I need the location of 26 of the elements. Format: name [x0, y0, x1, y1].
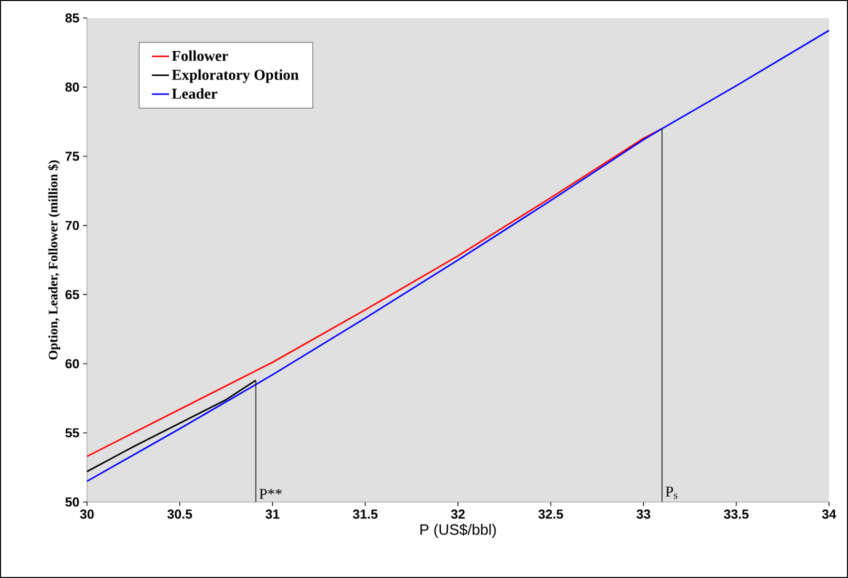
y-tick-label: 50 [65, 497, 79, 507]
x-tick-label: 31 [266, 510, 280, 519]
y-tick-label: 85 [65, 13, 80, 23]
x-tick-label: 32.5 [538, 510, 564, 519]
line-series [86, 30, 830, 482]
y-tick-label: 80 [65, 82, 79, 92]
y-tick-label: 60 [65, 359, 79, 368]
x-tick-label: 33.5 [724, 510, 749, 519]
y-tick-label: 70 [66, 220, 79, 230]
y-tick-label: 55 [65, 428, 80, 438]
x-tick-label: 33 [636, 510, 650, 519]
line-series [86, 128, 663, 458]
legend-label: Leader [172, 88, 218, 99]
legend-label: Follower [172, 50, 228, 61]
x-tick-label: 32 [451, 510, 465, 519]
annotation: P** [259, 488, 282, 499]
annotation: P$_{s}$ [666, 486, 678, 499]
x-tick-label: 34 [822, 510, 836, 519]
x-tick-label: 31.5 [352, 510, 378, 519]
x-tick-label: 30 [80, 510, 94, 519]
legend-label: Exploratory Option [172, 69, 299, 83]
x-tick-label: 30.5 [167, 510, 192, 519]
y-tick-label: 75 [66, 152, 80, 161]
y-axis-title: Option, Leader, Follower (million $) [48, 160, 60, 360]
y-tick-label: 65 [65, 290, 80, 300]
x-axis-title: P (US$/bbl) [420, 524, 496, 538]
